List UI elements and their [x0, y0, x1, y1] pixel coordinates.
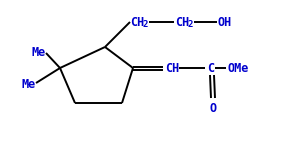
- Text: Me: Me: [22, 77, 36, 90]
- Text: CH: CH: [175, 16, 189, 29]
- Text: Me: Me: [32, 46, 46, 58]
- Text: CH: CH: [165, 61, 179, 75]
- Text: O: O: [209, 102, 217, 115]
- Text: 2: 2: [143, 20, 148, 29]
- Text: 2: 2: [187, 20, 193, 29]
- Text: CH: CH: [130, 16, 144, 29]
- Text: OH: OH: [218, 16, 232, 29]
- Text: C: C: [207, 61, 214, 75]
- Text: OMe: OMe: [228, 61, 249, 75]
